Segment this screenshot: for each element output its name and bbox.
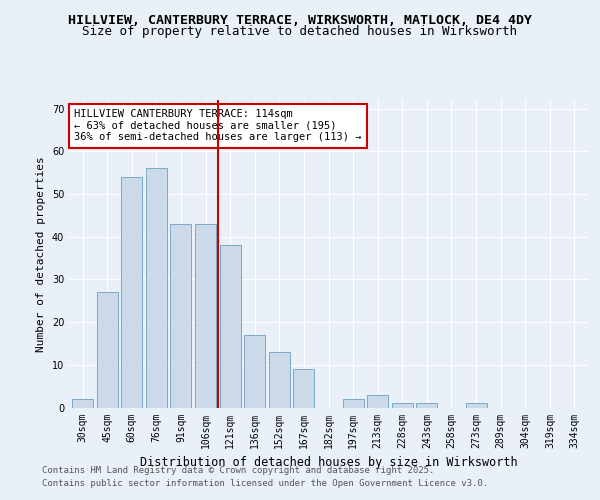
Bar (293, 369, 314, 408)
Text: Contains HM Land Registry data © Crown copyright and database right 2025.: Contains HM Land Registry data © Crown c… (42, 466, 434, 475)
Bar (269, 352, 290, 408)
Text: Size of property relative to detached houses in Wirksworth: Size of property relative to detached ho… (83, 25, 517, 38)
X-axis label: Distribution of detached houses by size in Wirksworth: Distribution of detached houses by size … (140, 456, 517, 469)
Bar (244, 335, 265, 407)
Bar (220, 245, 241, 408)
Bar (343, 399, 364, 407)
Text: Contains public sector information licensed under the Open Government Licence v3: Contains public sector information licen… (42, 479, 488, 488)
Bar (170, 224, 191, 408)
Bar (146, 168, 167, 408)
Text: HILLVIEW, CANTERBURY TERRACE, WIRKSWORTH, MATLOCK, DE4 4DY: HILLVIEW, CANTERBURY TERRACE, WIRKSWORTH… (68, 14, 532, 27)
Bar (121, 177, 142, 408)
Bar (72, 399, 93, 407)
Bar (97, 292, 118, 408)
Bar (466, 403, 487, 407)
Bar (416, 403, 437, 407)
Bar (367, 394, 388, 407)
Bar (195, 224, 216, 408)
Bar (392, 403, 413, 407)
Y-axis label: Number of detached properties: Number of detached properties (36, 156, 46, 352)
Text: HILLVIEW CANTERBURY TERRACE: 114sqm
← 63% of detached houses are smaller (195)
3: HILLVIEW CANTERBURY TERRACE: 114sqm ← 63… (74, 109, 362, 142)
